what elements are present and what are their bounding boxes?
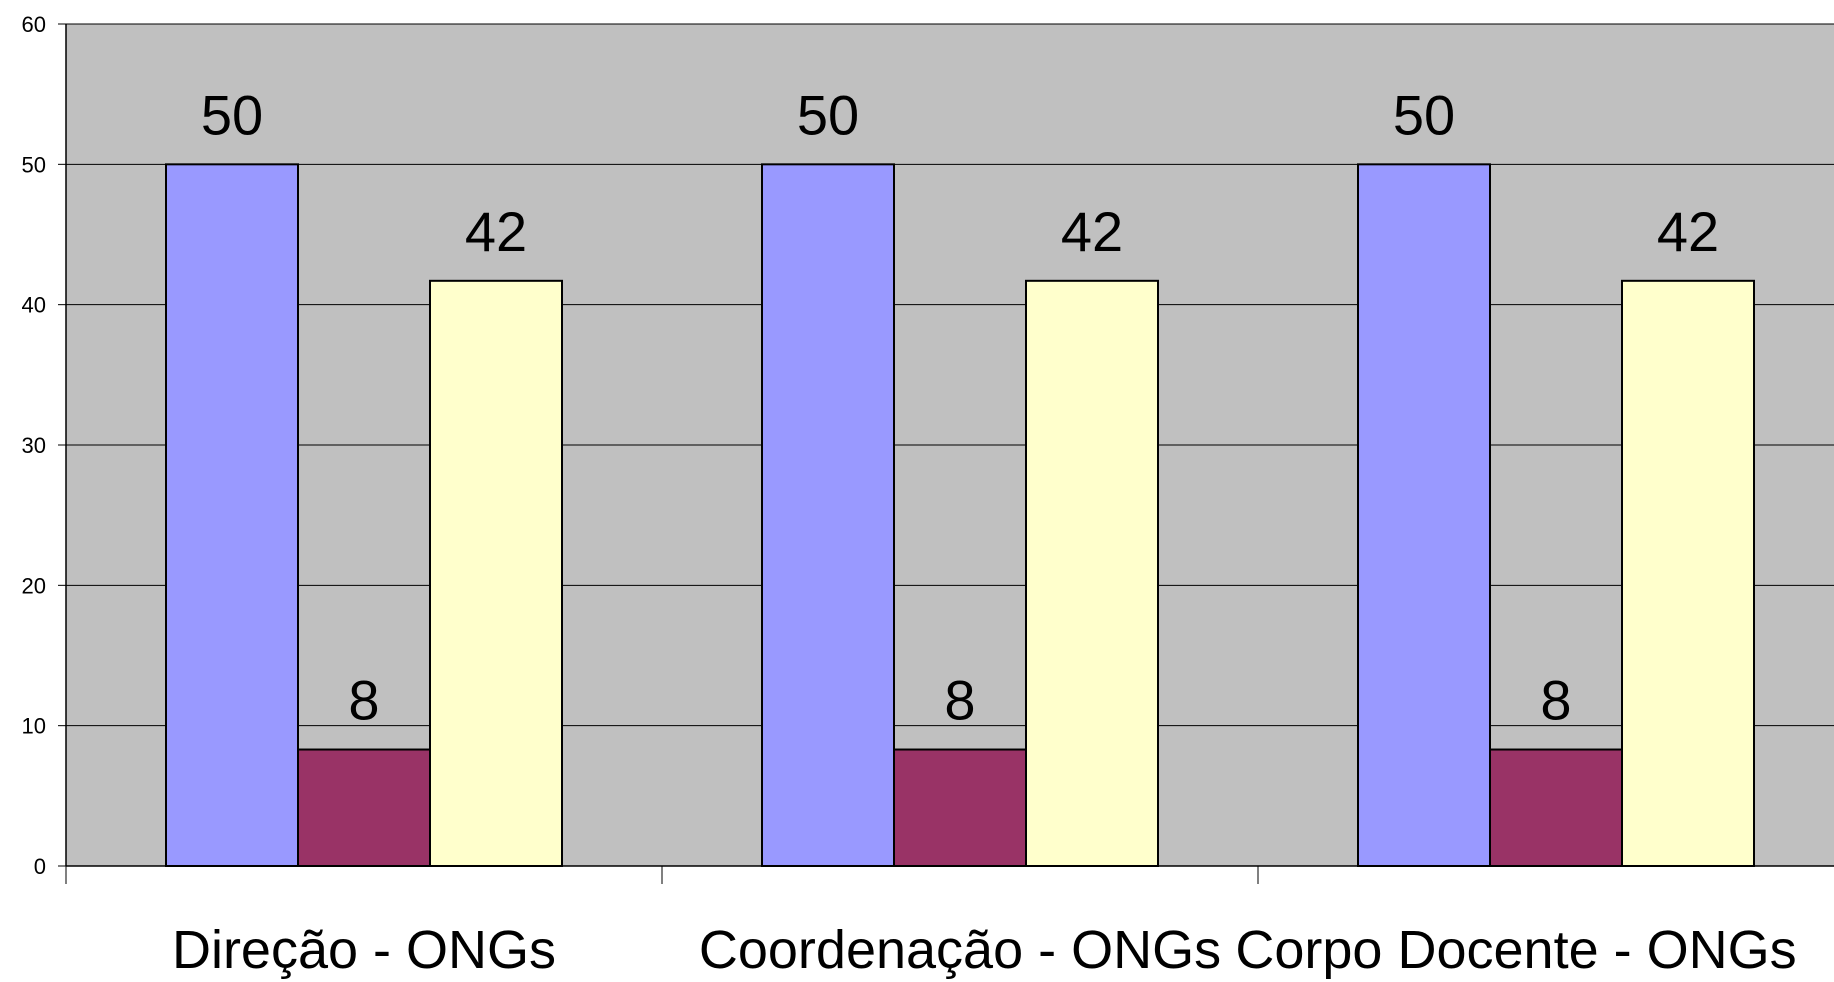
bar-series-3	[429, 279, 563, 867]
category-label: Coordenação - ONGs	[699, 920, 1221, 980]
axes	[58, 23, 1834, 884]
bar-series-3	[1025, 279, 1159, 867]
data-label: 50	[201, 83, 263, 146]
bar-series-1	[165, 163, 299, 868]
category-label: Direção - ONGs	[172, 920, 556, 980]
data-label: 8	[944, 669, 975, 732]
category-label: Corpo Docente - ONGs	[1235, 920, 1796, 980]
gridlines	[66, 23, 1834, 727]
data-label: 50	[797, 83, 859, 146]
bar-series-2	[1489, 748, 1623, 867]
data-label: 50	[1393, 83, 1455, 146]
y-tick-label: 40	[22, 293, 46, 318]
labels: 0 10 20 30 40 50 60 50 8 42 Direção - ONGs 50 8 42 Coo…	[22, 12, 1797, 980]
data-label: 42	[1657, 200, 1719, 263]
y-tick-label: 0	[34, 854, 46, 879]
y-tick-label: 30	[22, 433, 46, 458]
y-tick-label: 20	[22, 573, 46, 598]
bar-series-3	[1621, 279, 1755, 867]
bar-series-2	[297, 748, 431, 867]
y-tick-label: 10	[22, 714, 46, 739]
bars	[165, 163, 1755, 868]
data-label: 8	[1540, 669, 1571, 732]
data-label: 8	[348, 669, 379, 732]
y-tick-label: 50	[22, 152, 46, 177]
y-tick-label: 60	[22, 12, 46, 37]
bar-series-1	[1357, 163, 1491, 868]
data-label: 42	[465, 200, 527, 263]
bar-series-2	[893, 748, 1027, 867]
data-label: 42	[1061, 200, 1123, 263]
bar-series-1	[761, 163, 895, 868]
